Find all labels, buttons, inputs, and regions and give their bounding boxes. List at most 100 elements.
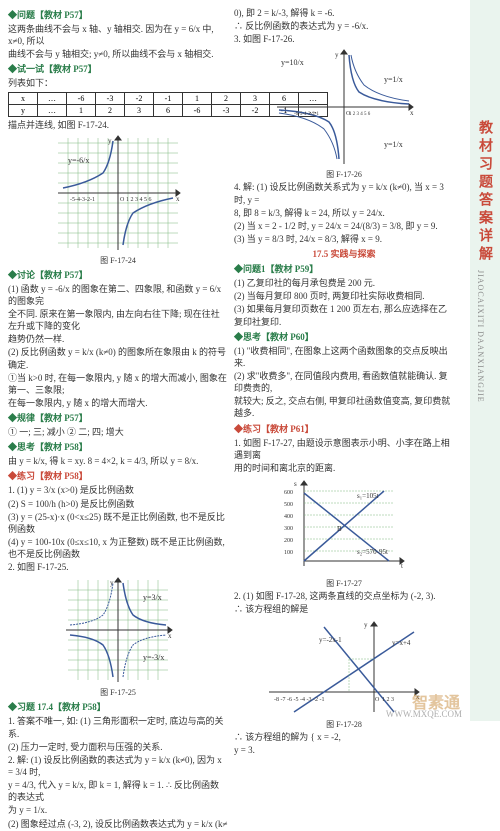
svg-text:y=3/x: y=3/x	[143, 593, 162, 602]
body-text: 1. 答案不唯一, 如: (1) 三角形面积一定时, 底边与高的关系.	[8, 715, 228, 739]
svg-text:-6-5-4-3-2-1: -6-5-4-3-2-1	[294, 112, 319, 117]
section-heading: ◆讨论【教材 P57】	[8, 268, 228, 281]
body-text: y = 4/3, 代入 y = k/x, 即 k = 1, 解得 k = 1. …	[8, 779, 228, 803]
body-text: (3) 当 y = 8/3 时, 24/x = 8/3, 解得 x = 9.	[234, 233, 454, 245]
body-text: 由 y = k/x, 得 k = xy. 8 = 4×2, k = 4/3, 所…	[8, 455, 228, 467]
body-text: 描点并连线, 如图 F-17-24.	[8, 119, 228, 131]
sidebar-title: 教材习题答案详解	[474, 120, 494, 264]
body-text: ①当 k>0 时, 在每一象限内, y 随 x 的增大而减小, 图象在第一、三象…	[8, 372, 228, 396]
svg-text:400: 400	[284, 514, 293, 520]
section-heading: ◆练习【教材 P61】	[234, 422, 454, 435]
svg-text:y: y	[364, 621, 368, 629]
svg-text:s: s	[294, 480, 297, 488]
section-heading: 17.5 实践与探索	[234, 247, 454, 260]
body-text: (2) 压力一定时, 受力面积与压强的关系.	[8, 741, 228, 753]
body-text: (2) 图象经过点 (-3, 2), 设反比例函数表达式为 y = k/x (k…	[8, 818, 228, 830]
body-text: 2. 解: (1) 设反比例函数的表达式为 y = k/x (k≠0), 因为 …	[8, 754, 228, 778]
figure-label: 图 F-17-26	[234, 169, 454, 180]
svg-text:1 2 3 4 5 6: 1 2 3 4 5 6	[349, 112, 371, 117]
body-text: 在每一象限内, y 随 x 的增大而增大.	[8, 397, 228, 409]
section-heading: ◆思考【教材 P60】	[234, 330, 454, 343]
svg-text:600: 600	[284, 490, 293, 496]
figure-label: 图 F-17-27	[234, 578, 454, 589]
svg-text:O: O	[375, 697, 380, 703]
figure-label: 图 F-17-25	[8, 687, 228, 698]
body-text: ∴ 该方程组的解是	[234, 603, 454, 615]
svg-text:200: 200	[284, 538, 293, 544]
body-text: 4. 解: (1) 设反比例函数关系式为 y = k/x (k≠0), 当 x …	[234, 181, 454, 205]
body-text: 曲线不会与 y 轴相交; y≠0, 所以曲线不会与 x 轴相交.	[8, 48, 228, 60]
figure-graph: y=-2x-1 y=x+4 -8 -7 -6 -5 -4 -3 -2 -1 1 …	[264, 617, 424, 717]
svg-text:y=1/x: y=1/x	[384, 75, 403, 84]
body-text: ① 一; 三; 减小 ② 二; 四; 增大	[8, 426, 228, 438]
body-text: (2) 求"收费多", 在同值段内费用, 看函数值就能确认. 复印费贵的,	[234, 370, 454, 394]
body-text: 全不同. 原来在第一象限内, 由左向右往下降; 现在往社左升或下降的变化	[8, 308, 228, 332]
body-text: (3) 如果每月复印页数在 1 200 页左右, 那么应选择在乙复印社复印.	[234, 303, 454, 327]
section-heading: ◆问题【教材 P57】	[8, 8, 228, 21]
page-content: ◆问题【教材 P57】 这两条曲线不会与 x 轴、y 轴相交. 因为在 y = …	[0, 0, 468, 831]
body-text: (2) 当每月复印 800 页时, 两复印社实际收费相同.	[234, 290, 454, 302]
svg-text:y: y	[108, 137, 112, 145]
figure-graph: y=3/x y=-3/x x y	[58, 575, 178, 685]
left-column: ◆问题【教材 P57】 这两条曲线不会与 x 轴、y 轴相交. 因为在 y = …	[8, 6, 234, 831]
figure-graph: y=10/x y=1/x y=1/x x y O 1 2 3 4 5 6 -6-…	[269, 47, 419, 167]
svg-text:s₂=570-95t: s₂=570-95t	[357, 548, 388, 556]
svg-text:y=-3/x: y=-3/x	[143, 653, 164, 662]
sidebar-pinyin: JIAOCAIXITI DAANXIANGJIE	[476, 270, 485, 403]
body-text: 列表如下：	[8, 77, 228, 89]
figure-graph: 100 200 300 400 500 600 s₁=105t s₂=570-9…	[279, 476, 409, 576]
svg-text:x: x	[410, 109, 414, 117]
figure-label: 图 F-17-24	[8, 255, 228, 266]
body-text: (1) "收费相同", 在图象上这两个函数图象的交点反映出来.	[234, 345, 454, 369]
body-text: 1. (1) y = 3/x (x>0) 是反比例函数	[8, 484, 228, 496]
section-heading: ◆试一试【教材 P57】	[8, 62, 228, 75]
svg-text:O: O	[120, 197, 125, 203]
body-text: 2. (1) 如图 F-17-28, 这两条直线的交点坐标为 (-2, 3).	[234, 590, 454, 602]
body-text: 3. 如图 F-17-26.	[234, 33, 454, 45]
body-text: 这两条曲线不会与 x 轴、y 轴相交. 因为在 y = 6/x 中, x≠0, …	[8, 23, 228, 47]
svg-text:-5-4-3-2-1: -5-4-3-2-1	[70, 197, 95, 203]
section-heading: ◆问题1【教材 P59】	[234, 262, 454, 275]
body-text: (2) 当 x = 2 - 1/2 时, y = 24/x = 24/(8/3)…	[234, 220, 454, 232]
svg-text:y: y	[110, 579, 114, 587]
figure-graph: y=-6/x x y O -5-4-3-2-1 1 2 3 4 5 6	[48, 133, 188, 253]
svg-text:y: y	[335, 51, 339, 59]
svg-text:s₁=105t: s₁=105t	[357, 492, 379, 500]
svg-text:1 2 3 4 5 6: 1 2 3 4 5 6	[126, 197, 152, 203]
svg-text:300: 300	[284, 526, 293, 532]
svg-text:B: B	[337, 525, 342, 533]
svg-text:1 2 3: 1 2 3	[382, 697, 394, 703]
watermark-url: WWW.MXQE.COM	[386, 709, 462, 719]
svg-text:-8 -7 -6 -5 -4 -3 -2 -1: -8 -7 -6 -5 -4 -3 -2 -1	[274, 697, 324, 703]
body-text: (4) y = 100-10x (0≤x≤10, x 为正整数) 既不是正比例函…	[8, 536, 228, 560]
body-text: 1. 如图 F-17-27, 由题设示意图表示小明、小李在路上相遇到离	[234, 437, 454, 461]
svg-text:x: x	[168, 632, 172, 640]
section-heading: ◆练习【教材 P58】	[8, 469, 228, 482]
svg-text:y=-6/x: y=-6/x	[68, 156, 89, 165]
body-text: 0), 即 2 = k/-3, 解得 k = -6.	[234, 7, 454, 19]
svg-text:y=1/x: y=1/x	[384, 140, 403, 149]
body-text: ∴ 反比例函数的表达式为 y = -6/x.	[234, 20, 454, 32]
body-text: y = 3.	[234, 744, 454, 756]
svg-text:y=10/x: y=10/x	[281, 58, 304, 67]
sidebar: 教材习题答案详解 JIAOCAIXITI DAANXIANGJIE	[470, 0, 500, 721]
body-text: ∴ 该方程组的解为 { x = -2,	[234, 731, 454, 743]
svg-text:y=x+4: y=x+4	[392, 639, 411, 647]
svg-text:t: t	[401, 562, 403, 570]
body-text: 2. 如图 F-17-25.	[8, 561, 228, 573]
body-text: (3) y = (25-x)·x (0<x≤25) 既不是正比例函数, 也不是反…	[8, 511, 228, 535]
svg-text:500: 500	[284, 502, 293, 508]
body-text: (2) 反比例函数 y = k/x (k≠0) 的图象所在象限由 k 的符号确定…	[8, 346, 228, 370]
body-text: 就较大; 反之, 交点右侧, 甲复印社函数值变高, 复印费就越多.	[234, 395, 454, 419]
svg-text:x: x	[176, 195, 180, 203]
body-text: 8, 即 8 = k/3, 解得 k = 24, 所以 y = 24/x.	[234, 207, 454, 219]
section-heading: ◆规律【教材 P57】	[8, 411, 228, 424]
body-text: 为 y = 1/x.	[8, 804, 228, 816]
body-text: 趋势仍然一样.	[8, 333, 228, 345]
section-heading: ◆思考【教材 P58】	[8, 440, 228, 453]
section-heading: ◆习题 17.4【教材 P58】	[8, 700, 228, 713]
body-text: (2) S = 100/h (h>0) 是反比例函数	[8, 498, 228, 510]
svg-text:y=-2x-1: y=-2x-1	[319, 636, 342, 644]
body-text: 用的时间和离北京的距离.	[234, 462, 454, 474]
body-text: (1) 乙复印社的每月承包费是 200 元.	[234, 277, 454, 289]
